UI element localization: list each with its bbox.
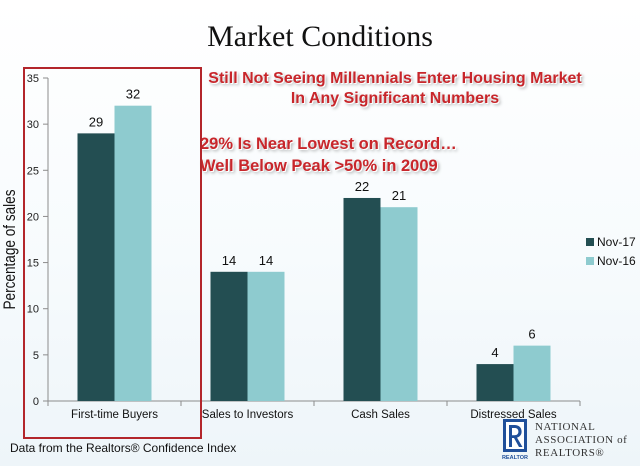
legend-swatch xyxy=(586,257,594,265)
bar-value-label: 14 xyxy=(222,253,236,268)
y-tick-label: 20 xyxy=(27,211,39,223)
bar xyxy=(513,345,551,401)
bar xyxy=(247,271,285,401)
x-tick-label: Cash Sales xyxy=(351,409,410,421)
y-tick-label: 10 xyxy=(27,304,39,316)
headline-millennials-line-2: In Any Significant Numbers xyxy=(290,90,500,107)
x-tick-label: Distressed Sales xyxy=(470,409,557,421)
x-tick-label: Sales to Investors xyxy=(202,409,294,421)
realtor-mark-text: REALTOR xyxy=(502,455,528,461)
slide-title: Market Conditions xyxy=(207,20,433,53)
headline-first-time-share-line-1: 29% Is Near Lowest on Record… xyxy=(200,135,457,153)
legend-label: Nov-16 xyxy=(597,254,636,268)
realtor-r-icon: REALTOR xyxy=(502,419,528,461)
bar-value-label: 14 xyxy=(259,253,273,268)
y-tick-label: 35 xyxy=(27,73,39,85)
legend-label: Nov-17 xyxy=(597,235,636,249)
bar xyxy=(114,105,152,401)
bar xyxy=(210,271,248,401)
bar-value-label: 22 xyxy=(355,179,369,194)
y-tick-label: 0 xyxy=(33,396,39,408)
bar-value-label: 29 xyxy=(89,114,103,129)
bar xyxy=(343,197,381,401)
legend-swatch xyxy=(586,238,594,246)
y-tick-label: 30 xyxy=(27,119,39,131)
headline-millennials: Still Not Seeing Millennials Enter Housi… xyxy=(175,69,615,109)
bar xyxy=(380,207,418,401)
nar-logo-line-2: ASSOCIATION of xyxy=(535,434,628,446)
bar xyxy=(77,133,115,401)
bar-value-label: 32 xyxy=(126,87,140,102)
x-tick-label: First-time Buyers xyxy=(71,409,158,421)
highlight-box xyxy=(23,67,202,439)
headline-first-time-share-line-2: Well Below Peak >50% in 2009 xyxy=(200,157,438,175)
bar-value-label: 4 xyxy=(491,345,498,360)
source-note: Data from the Realtors® Confidence Index xyxy=(10,441,237,455)
y-axis-title: Percentage of sales xyxy=(1,189,20,309)
nar-logo: REALTOR NATIONAL ASSOCIATION of REALTORS… xyxy=(497,416,637,464)
bar-value-label: 21 xyxy=(392,188,406,203)
y-tick-label: 5 xyxy=(33,350,39,362)
bar-value-label: 6 xyxy=(528,327,535,342)
nar-logo-line-3: REALTORS® xyxy=(535,447,605,459)
y-tick-label: 25 xyxy=(27,165,39,177)
headline-millennials-line-1: Still Not Seeing Millennials Enter Housi… xyxy=(208,70,582,87)
nar-logo-line-1: NATIONAL xyxy=(535,421,596,433)
bar xyxy=(476,364,514,401)
y-tick-label: 15 xyxy=(27,258,39,270)
headline-first-time-share: 29% Is Near Lowest on Record… Well Below… xyxy=(200,133,520,177)
